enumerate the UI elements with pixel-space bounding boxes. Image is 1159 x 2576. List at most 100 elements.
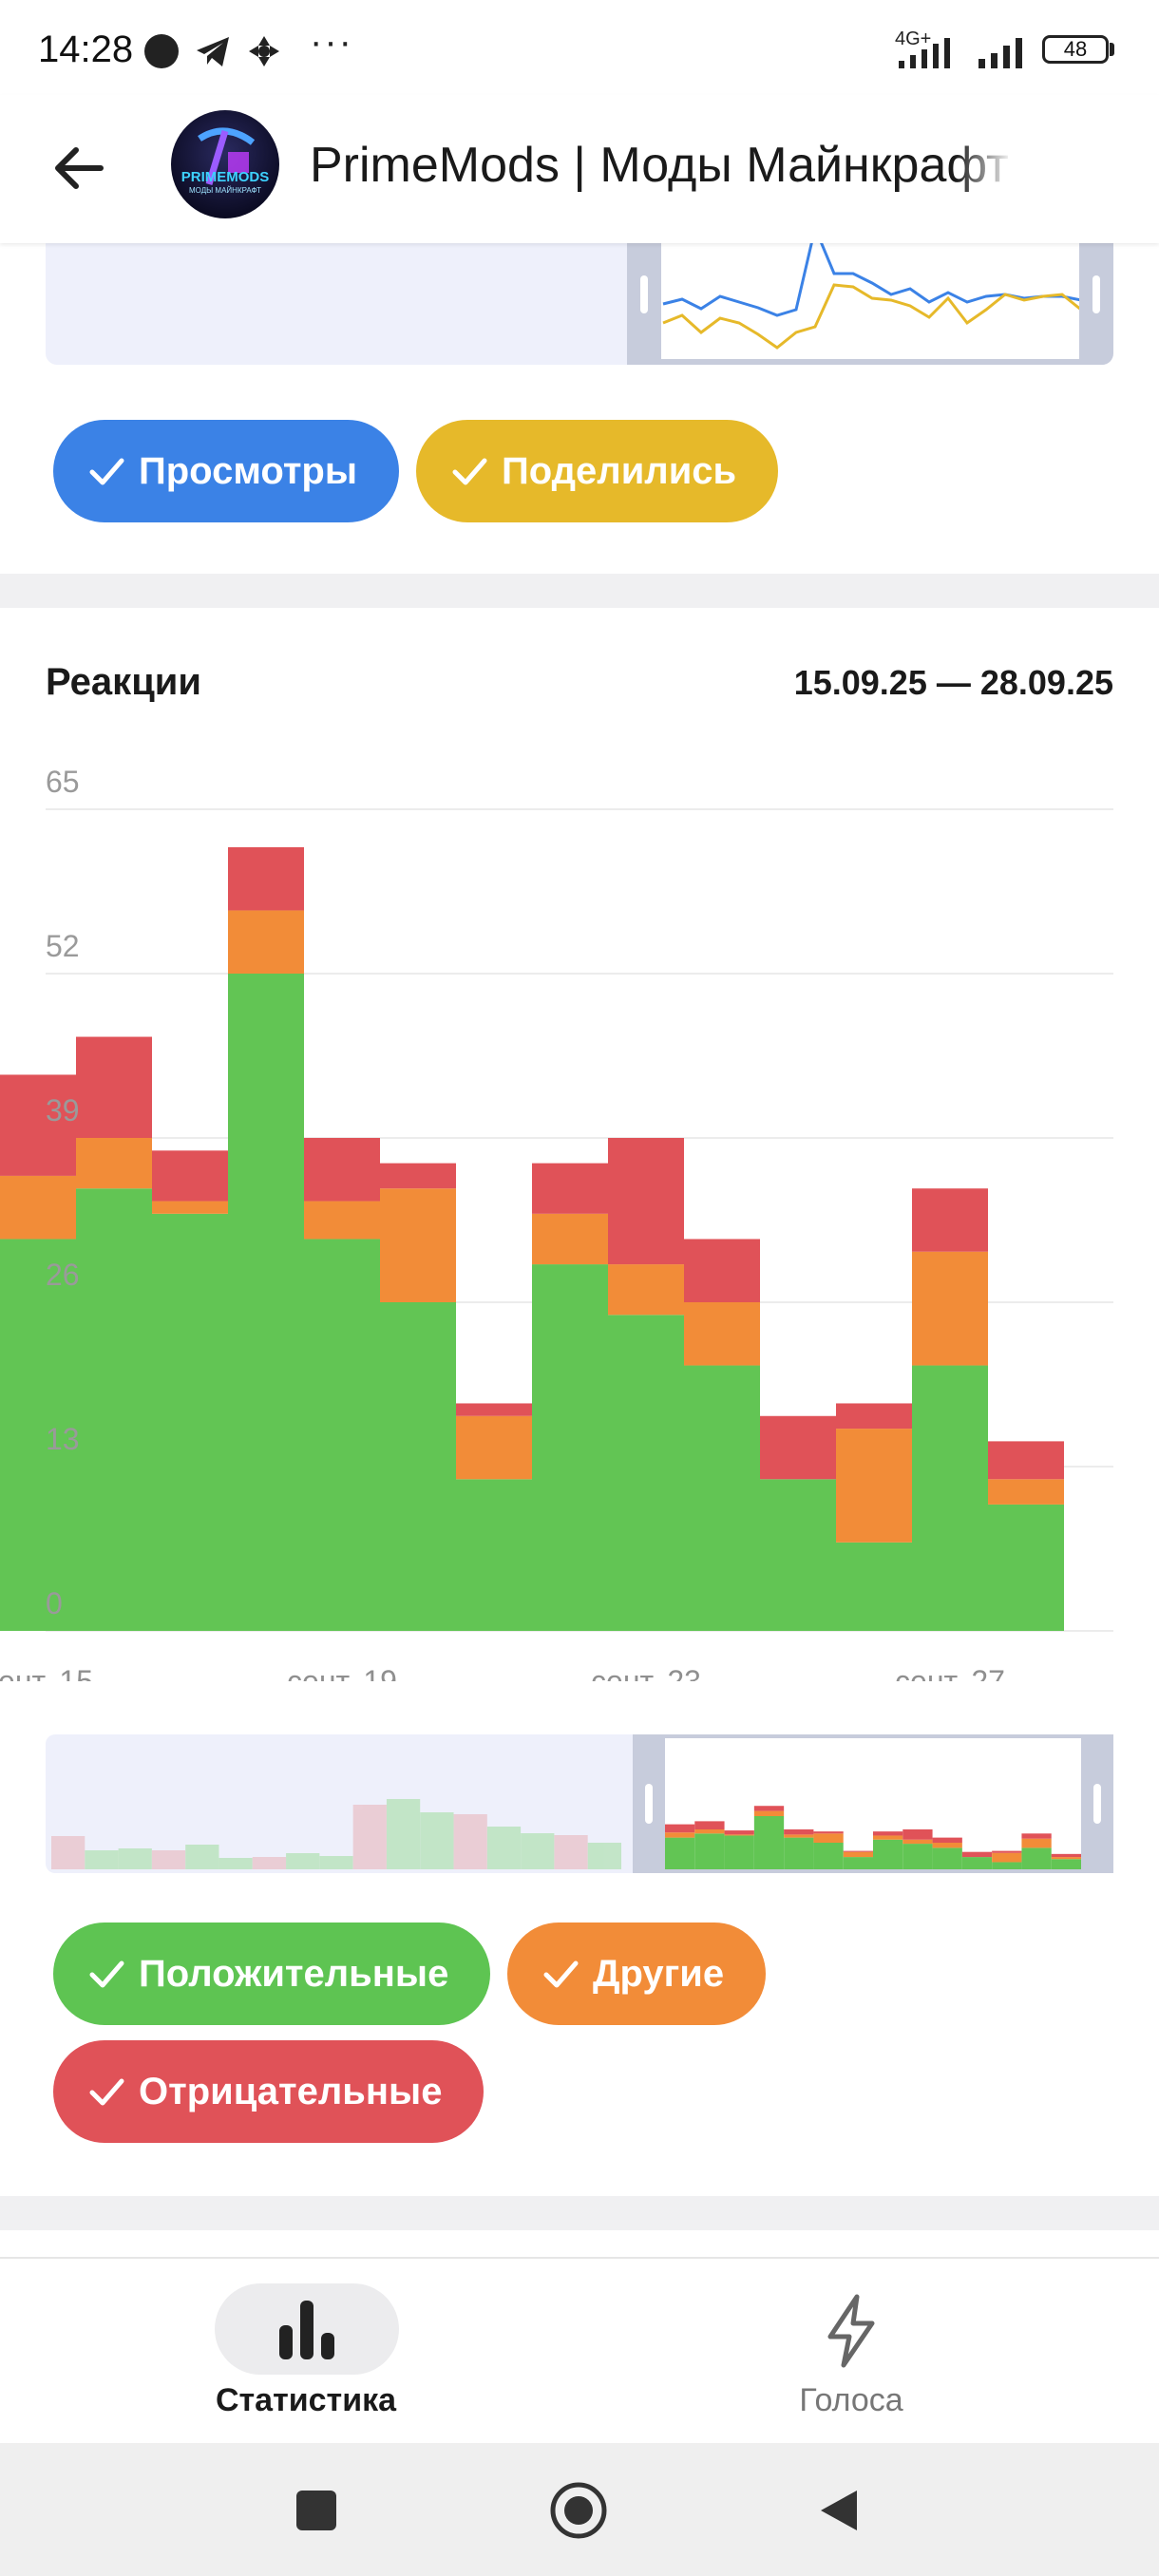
positive-toggle-chip[interactable]: Положительные <box>53 1923 491 2025</box>
minimap-bar-segment <box>961 1857 993 1869</box>
bar-segment-positive[interactable] <box>380 1302 456 1631</box>
x-tick-label: сент. 15 <box>0 1664 93 1681</box>
bar-segment-other[interactable] <box>380 1188 456 1302</box>
bar-segment-positive[interactable] <box>304 1239 380 1631</box>
shared-toggle-chip[interactable]: Поделились <box>416 420 779 522</box>
bar-segment-positive[interactable] <box>0 1239 76 1631</box>
bar-segment-positive[interactable] <box>456 1479 532 1631</box>
minimap-bar-segment <box>932 1847 962 1869</box>
fan-icon <box>249 36 279 66</box>
minimap-bar-segment <box>902 1844 933 1869</box>
shared-toggle-label: Поделились <box>502 450 737 492</box>
bar-segment-negative[interactable] <box>304 1138 380 1202</box>
minimap-bar-segment <box>873 1831 903 1836</box>
bar-segment-positive[interactable] <box>228 974 304 1631</box>
avatar-logo-text: PRIMEMODS <box>180 169 270 185</box>
minimap-history-bar <box>185 1845 219 1869</box>
reactions-chart[interactable]: 0 13 26 39 52 65 сент. 15 сент. 19 сент. 23 сент… <box>0 750 1159 1681</box>
bar-segment-negative[interactable] <box>608 1138 684 1265</box>
app-header: PRIMEMODS МОДЫ МАЙНКРАФТ PrimeMods | Мод… <box>0 95 1159 243</box>
battery-icon: 48 <box>1042 35 1109 64</box>
views-toggle-chip[interactable]: Просмотры <box>53 420 400 522</box>
minimap-bar-segment <box>992 1852 1022 1863</box>
bar-segment-positive[interactable] <box>836 1542 912 1631</box>
minimap-history-bar <box>85 1850 119 1869</box>
bar-segment-other[interactable] <box>608 1264 684 1316</box>
minimap-bar-segment <box>1051 1853 1081 1858</box>
back-triangle-icon[interactable] <box>817 2487 861 2534</box>
bar-segment-positive[interactable] <box>152 1213 228 1631</box>
status-bar: 14:28 ··· 4G+ 48 <box>0 0 1159 95</box>
y-tick-label: 65 <box>46 765 80 799</box>
recents-square-icon[interactable] <box>294 2489 338 2532</box>
bar-segment-positive[interactable] <box>532 1264 608 1631</box>
signal-icon <box>899 38 950 68</box>
check-icon <box>543 1960 579 1988</box>
channel-avatar[interactable]: PRIMEMODS МОДЫ МАЙНКРАФТ <box>171 110 279 218</box>
bar-segment-positive[interactable] <box>608 1315 684 1631</box>
negative-toggle-label: Отрицательные <box>139 2071 443 2112</box>
bar-segment-negative[interactable] <box>380 1163 456 1189</box>
bar-segment-negative[interactable] <box>0 1074 76 1176</box>
bar-segment-positive[interactable] <box>760 1479 836 1631</box>
bar-segment-negative[interactable] <box>836 1403 912 1430</box>
minimap-bar-segment <box>665 1832 695 1838</box>
views-range-selector[interactable] <box>46 228 1113 365</box>
nav-votes-label[interactable]: Голоса <box>799 2382 903 2418</box>
bar-segment-negative[interactable] <box>760 1415 836 1480</box>
nav-stats-button[interactable] <box>215 2283 399 2375</box>
minimap-bar-segment <box>784 1834 814 1838</box>
bar-segment-positive[interactable] <box>988 1504 1064 1631</box>
check-icon <box>452 458 487 485</box>
bar-segment-negative[interactable] <box>228 846 304 911</box>
avatar-logo-subtext: МОДЫ МАЙНКРАФТ <box>188 186 261 195</box>
bar-segment-other[interactable] <box>0 1175 76 1240</box>
bar-segment-negative[interactable] <box>76 1036 152 1138</box>
minimap-bar-segment <box>724 1835 754 1869</box>
lightning-icon[interactable] <box>817 2293 885 2369</box>
minimap-bar-segment <box>694 1833 725 1869</box>
bar-segment-other[interactable] <box>228 910 304 974</box>
bar-segment-other[interactable] <box>836 1429 912 1543</box>
system-navigation-bar <box>0 2443 1159 2576</box>
bar-segment-other[interactable] <box>988 1479 1064 1505</box>
bar-segment-positive[interactable] <box>684 1365 760 1631</box>
nav-stats-label[interactable]: Статистика <box>215 2382 397 2418</box>
minimap-bar-segment <box>873 1835 903 1840</box>
bar-segment-negative[interactable] <box>152 1150 228 1202</box>
bar-chart-icon <box>279 2301 334 2359</box>
bar-segment-other[interactable] <box>684 1302 760 1366</box>
channel-title: PrimeMods | Моды Майнкрафт <box>310 137 1013 194</box>
status-time: 14:28 <box>38 28 134 70</box>
bar-segment-other[interactable] <box>304 1201 380 1240</box>
other-toggle-chip[interactable]: Другие <box>507 1923 767 2025</box>
bar-segment-negative[interactable] <box>532 1163 608 1214</box>
negative-toggle-chip[interactable]: Отрицательные <box>53 2040 484 2143</box>
home-circle-icon[interactable] <box>549 2481 608 2540</box>
bar-segment-negative[interactable] <box>988 1441 1064 1480</box>
bar-segment-other[interactable] <box>152 1201 228 1214</box>
bar-segment-positive[interactable] <box>76 1188 152 1631</box>
minimap-bar-segment <box>1051 1859 1081 1869</box>
bar-segment-other[interactable] <box>76 1138 152 1189</box>
bottom-navigation: Статистика Голоса <box>0 2257 1159 2445</box>
bar-segment-other[interactable] <box>532 1213 608 1265</box>
bar-segment-negative[interactable] <box>456 1403 532 1416</box>
minimap-bar-segment <box>784 1829 814 1835</box>
bar-segment-other[interactable] <box>912 1251 988 1366</box>
arrow-left-icon[interactable] <box>44 133 114 203</box>
minimap-bar-segment <box>753 1810 785 1816</box>
bar-segment-negative[interactable] <box>912 1188 988 1252</box>
bar-segment-other[interactable] <box>456 1415 532 1480</box>
minimap-bar-segment <box>694 1829 725 1834</box>
bar-segment-positive[interactable] <box>912 1365 988 1631</box>
minimap-history-bar <box>453 1814 487 1869</box>
minimap-bar-segment <box>992 1850 1022 1853</box>
bar-segment-negative[interactable] <box>684 1239 760 1302</box>
reactions-range-selector[interactable] <box>46 1734 1113 1873</box>
minimap-bar-segment <box>932 1843 962 1848</box>
minimap-bar-segment <box>1021 1838 1052 1848</box>
minimap-history-bar <box>218 1858 253 1869</box>
minimap-history-bar <box>51 1836 86 1869</box>
check-icon <box>89 2078 124 2106</box>
